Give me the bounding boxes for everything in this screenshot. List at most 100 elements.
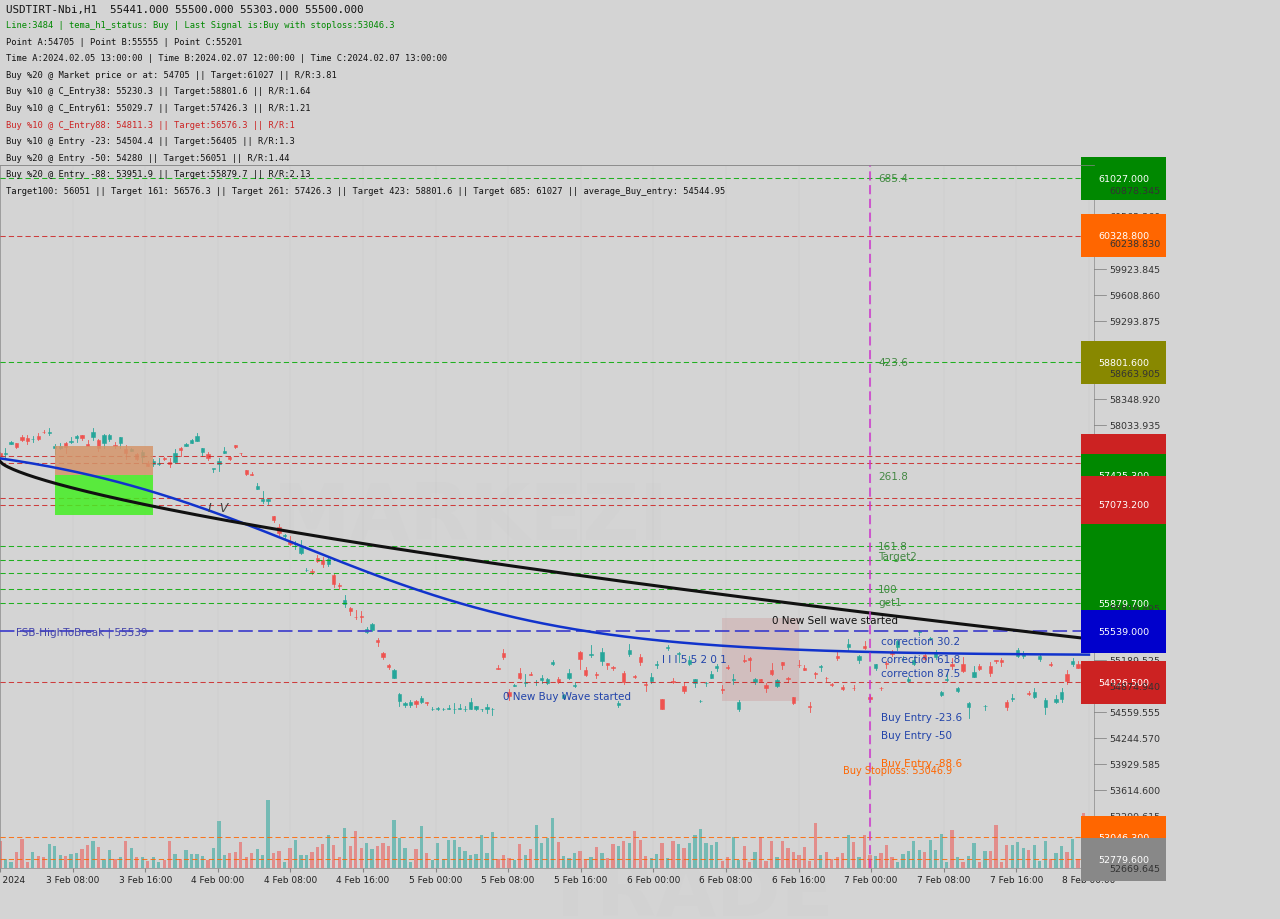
Bar [655,854,658,868]
Text: Buy Entry -50: Buy Entry -50 [881,731,952,741]
Text: Time A:2024.02.05 13:00:00 | Time B:2024.02.07 12:00:00 | Time C:2024.02.07 13:0: Time A:2024.02.05 13:00:00 | Time B:2024… [6,54,448,63]
Bar [201,448,204,453]
Text: 61027.000: 61027.000 [1098,175,1149,184]
Bar [256,487,259,489]
Bar [639,840,641,868]
Bar [86,845,90,868]
Text: 58348.920: 58348.920 [1110,395,1161,404]
Bar [69,854,73,868]
Bar [562,696,566,698]
Bar [529,849,532,868]
Bar [858,656,860,661]
Bar [398,838,401,868]
Bar [1021,848,1025,868]
Bar [694,679,696,683]
Bar [64,856,68,868]
Bar [179,859,182,868]
Bar [15,444,18,448]
Bar [387,846,390,868]
Bar [797,855,800,868]
Bar [786,848,790,868]
Bar [189,854,193,868]
Bar [174,855,177,868]
Bar [913,660,915,664]
Bar [4,859,8,868]
Bar [769,842,773,868]
Bar [360,616,362,617]
Text: 57580.000: 57580.000 [1098,459,1149,468]
Text: 56253.200: 56253.200 [1098,568,1149,577]
Bar [393,671,396,678]
Bar [754,852,756,868]
Bar [250,853,253,868]
Bar [507,692,511,697]
Bar [945,862,948,868]
Bar [256,849,259,868]
Bar [973,843,975,868]
Bar [136,857,138,868]
Bar [1082,813,1085,868]
Bar [742,846,746,868]
Bar [81,849,83,868]
Bar [891,857,893,868]
Bar [1011,845,1014,868]
Bar [146,464,150,466]
Text: 60878.345: 60878.345 [1110,187,1161,196]
Text: 55819.495: 55819.495 [1110,604,1160,613]
Bar [343,828,347,868]
Bar [196,437,198,441]
Bar [283,862,287,868]
Bar [4,454,8,455]
Bar [896,641,899,647]
Bar [1021,653,1025,657]
Text: 59923.845: 59923.845 [1110,266,1161,275]
Bar [480,835,483,868]
Bar [1043,841,1047,868]
Bar [868,698,872,699]
Text: 55879.700: 55879.700 [1098,599,1149,608]
Bar [26,439,29,441]
Bar [475,707,477,709]
Text: FSB-HighToBreak | 55539: FSB-HighToBreak | 55539 [17,627,148,637]
Bar [1033,692,1036,698]
Bar [841,853,845,868]
Text: Line:3484 | tema_h1_status: Buy | Last Signal is:Buy with stoploss:53046.3: Line:3484 | tema_h1_status: Buy | Last S… [6,21,396,30]
Bar [677,844,680,868]
Bar [579,652,581,660]
Text: correction 61.8: correction 61.8 [881,654,960,664]
Bar [792,852,795,868]
Bar [447,840,451,868]
Bar [573,685,576,686]
Bar [732,679,735,681]
Bar [184,850,188,868]
Bar [475,854,477,868]
Bar [108,436,111,440]
Bar [748,862,751,868]
Bar [1016,651,1019,657]
Bar [0,841,1,868]
Bar [906,679,910,682]
Text: 53614.600: 53614.600 [1110,786,1161,795]
Bar [687,843,691,868]
Bar [91,841,95,868]
Bar [584,860,588,868]
Bar [846,834,850,868]
Bar [781,663,785,665]
Bar [891,652,893,653]
Bar [136,455,138,460]
Bar [1076,859,1079,868]
Bar [129,848,133,868]
Text: 161.8: 161.8 [878,541,908,551]
Bar [524,855,527,868]
Bar [644,684,648,686]
Bar [1005,845,1009,868]
Bar [978,666,982,669]
Text: 56134.480: 56134.480 [1110,578,1161,587]
Bar [59,856,61,868]
Bar [836,857,838,868]
Bar [814,674,817,675]
Bar [737,860,740,868]
Bar [376,641,379,642]
Bar [321,561,325,564]
Bar [300,856,302,868]
